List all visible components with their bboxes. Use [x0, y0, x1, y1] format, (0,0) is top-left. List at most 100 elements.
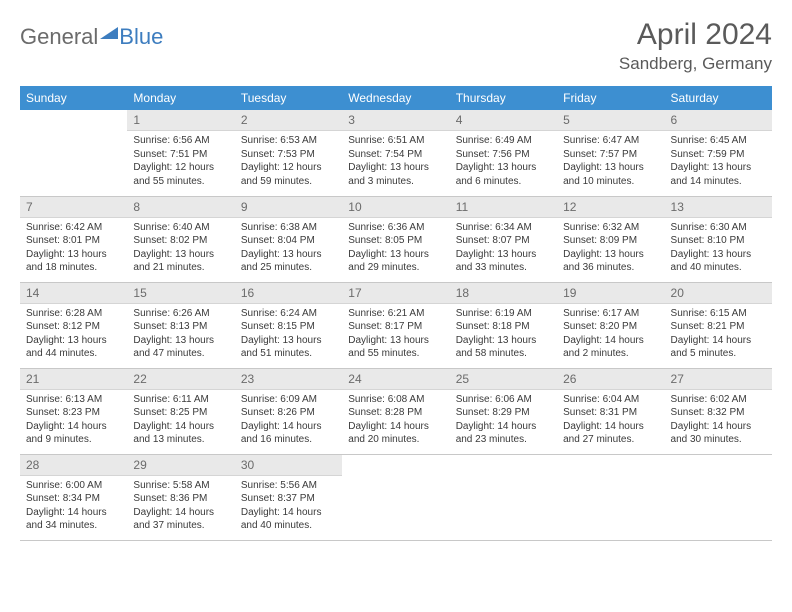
calendar-cell — [20, 110, 127, 196]
day-content: Sunrise: 6:42 AMSunset: 8:01 PMDaylight:… — [20, 218, 127, 279]
calendar-cell: 4Sunrise: 6:49 AMSunset: 7:56 PMDaylight… — [450, 110, 557, 196]
calendar-cell: 25Sunrise: 6:06 AMSunset: 8:29 PMDayligh… — [450, 368, 557, 454]
calendar-cell: 3Sunrise: 6:51 AMSunset: 7:54 PMDaylight… — [342, 110, 449, 196]
sunset-text: Sunset: 8:18 PM — [456, 320, 551, 334]
calendar-cell: 21Sunrise: 6:13 AMSunset: 8:23 PMDayligh… — [20, 368, 127, 454]
sunrise-text: Sunrise: 6:51 AM — [348, 134, 443, 148]
sunrise-text: Sunrise: 6:09 AM — [241, 393, 336, 407]
daylight-2-text: and 47 minutes. — [133, 347, 228, 361]
sunrise-text: Sunrise: 6:02 AM — [671, 393, 766, 407]
daylight-1-text: Daylight: 13 hours — [241, 248, 336, 262]
sunset-text: Sunset: 8:25 PM — [133, 406, 228, 420]
sunset-text: Sunset: 8:23 PM — [26, 406, 121, 420]
day-content: Sunrise: 6:02 AMSunset: 8:32 PMDaylight:… — [665, 390, 772, 451]
day-number: 11 — [450, 197, 557, 218]
daylight-1-text: Daylight: 14 hours — [26, 420, 121, 434]
sunrise-text: Sunrise: 6:32 AM — [563, 221, 658, 235]
calendar-cell: 23Sunrise: 6:09 AMSunset: 8:26 PMDayligh… — [235, 368, 342, 454]
daylight-2-text: and 55 minutes. — [348, 347, 443, 361]
daylight-2-text: and 51 minutes. — [241, 347, 336, 361]
calendar-cell: 30Sunrise: 5:56 AMSunset: 8:37 PMDayligh… — [235, 454, 342, 540]
day-content: Sunrise: 6:19 AMSunset: 8:18 PMDaylight:… — [450, 304, 557, 365]
sunrise-text: Sunrise: 6:08 AM — [348, 393, 443, 407]
calendar-cell: 19Sunrise: 6:17 AMSunset: 8:20 PMDayligh… — [557, 282, 664, 368]
day-number: 19 — [557, 283, 664, 304]
month-title: April 2024 — [619, 18, 772, 52]
sunrise-text: Sunrise: 6:42 AM — [26, 221, 121, 235]
sunset-text: Sunset: 8:34 PM — [26, 492, 121, 506]
calendar-cell: 7Sunrise: 6:42 AMSunset: 8:01 PMDaylight… — [20, 196, 127, 282]
sunset-text: Sunset: 8:07 PM — [456, 234, 551, 248]
sunrise-text: Sunrise: 6:06 AM — [456, 393, 551, 407]
weekday-header: Friday — [557, 86, 664, 110]
daylight-1-text: Daylight: 13 hours — [26, 334, 121, 348]
sunrise-text: Sunrise: 6:21 AM — [348, 307, 443, 321]
day-content: Sunrise: 6:00 AMSunset: 8:34 PMDaylight:… — [20, 476, 127, 537]
day-number: 1 — [127, 110, 234, 131]
day-content: Sunrise: 6:17 AMSunset: 8:20 PMDaylight:… — [557, 304, 664, 365]
calendar-cell: 13Sunrise: 6:30 AMSunset: 8:10 PMDayligh… — [665, 196, 772, 282]
daylight-1-text: Daylight: 13 hours — [456, 334, 551, 348]
day-content: Sunrise: 6:24 AMSunset: 8:15 PMDaylight:… — [235, 304, 342, 365]
day-content: Sunrise: 6:04 AMSunset: 8:31 PMDaylight:… — [557, 390, 664, 451]
day-number-empty — [20, 110, 127, 130]
sunset-text: Sunset: 8:12 PM — [26, 320, 121, 334]
sunset-text: Sunset: 8:13 PM — [133, 320, 228, 334]
sunrise-text: Sunrise: 6:17 AM — [563, 307, 658, 321]
sunset-text: Sunset: 8:26 PM — [241, 406, 336, 420]
calendar-table: SundayMondayTuesdayWednesdayThursdayFrid… — [20, 86, 772, 541]
daylight-1-text: Daylight: 14 hours — [671, 334, 766, 348]
sunset-text: Sunset: 8:17 PM — [348, 320, 443, 334]
day-content: Sunrise: 6:40 AMSunset: 8:02 PMDaylight:… — [127, 218, 234, 279]
weekday-header: Wednesday — [342, 86, 449, 110]
daylight-1-text: Daylight: 13 hours — [348, 248, 443, 262]
daylight-2-text: and 34 minutes. — [26, 519, 121, 533]
daylight-2-text: and 27 minutes. — [563, 433, 658, 447]
calendar-cell: 1Sunrise: 6:56 AMSunset: 7:51 PMDaylight… — [127, 110, 234, 196]
day-content: Sunrise: 6:26 AMSunset: 8:13 PMDaylight:… — [127, 304, 234, 365]
daylight-1-text: Daylight: 13 hours — [133, 248, 228, 262]
calendar-cell: 27Sunrise: 6:02 AMSunset: 8:32 PMDayligh… — [665, 368, 772, 454]
daylight-2-text: and 5 minutes. — [671, 347, 766, 361]
daylight-2-text: and 37 minutes. — [133, 519, 228, 533]
calendar-cell: 5Sunrise: 6:47 AMSunset: 7:57 PMDaylight… — [557, 110, 664, 196]
daylight-1-text: Daylight: 13 hours — [348, 161, 443, 175]
day-number: 17 — [342, 283, 449, 304]
day-number: 21 — [20, 369, 127, 390]
sunrise-text: Sunrise: 5:58 AM — [133, 479, 228, 493]
calendar-cell: 10Sunrise: 6:36 AMSunset: 8:05 PMDayligh… — [342, 196, 449, 282]
title-block: April 2024 Sandberg, Germany — [619, 18, 772, 74]
day-number: 23 — [235, 369, 342, 390]
sunset-text: Sunset: 7:53 PM — [241, 148, 336, 162]
day-number-empty — [557, 455, 664, 475]
sunset-text: Sunset: 8:10 PM — [671, 234, 766, 248]
sunset-text: Sunset: 8:28 PM — [348, 406, 443, 420]
day-number: 15 — [127, 283, 234, 304]
sunset-text: Sunset: 8:20 PM — [563, 320, 658, 334]
day-number: 30 — [235, 455, 342, 476]
daylight-1-text: Daylight: 14 hours — [348, 420, 443, 434]
calendar-cell: 2Sunrise: 6:53 AMSunset: 7:53 PMDaylight… — [235, 110, 342, 196]
weekday-header: Tuesday — [235, 86, 342, 110]
day-number: 16 — [235, 283, 342, 304]
calendar-cell — [665, 454, 772, 540]
sunset-text: Sunset: 8:32 PM — [671, 406, 766, 420]
calendar-cell — [450, 454, 557, 540]
day-content: Sunrise: 6:36 AMSunset: 8:05 PMDaylight:… — [342, 218, 449, 279]
daylight-1-text: Daylight: 12 hours — [241, 161, 336, 175]
sunrise-text: Sunrise: 6:36 AM — [348, 221, 443, 235]
daylight-2-text: and 40 minutes. — [671, 261, 766, 275]
calendar-cell: 14Sunrise: 6:28 AMSunset: 8:12 PMDayligh… — [20, 282, 127, 368]
sunset-text: Sunset: 7:51 PM — [133, 148, 228, 162]
daylight-1-text: Daylight: 13 hours — [348, 334, 443, 348]
day-content: Sunrise: 6:49 AMSunset: 7:56 PMDaylight:… — [450, 131, 557, 192]
weekday-header: Thursday — [450, 86, 557, 110]
daylight-1-text: Daylight: 14 hours — [241, 420, 336, 434]
sunset-text: Sunset: 8:09 PM — [563, 234, 658, 248]
logo-text-blue: Blue — [119, 24, 163, 50]
calendar-cell: 22Sunrise: 6:11 AMSunset: 8:25 PMDayligh… — [127, 368, 234, 454]
calendar-cell: 20Sunrise: 6:15 AMSunset: 8:21 PMDayligh… — [665, 282, 772, 368]
day-content: Sunrise: 6:09 AMSunset: 8:26 PMDaylight:… — [235, 390, 342, 451]
daylight-2-text: and 13 minutes. — [133, 433, 228, 447]
header: General Blue April 2024 Sandberg, German… — [20, 18, 772, 74]
